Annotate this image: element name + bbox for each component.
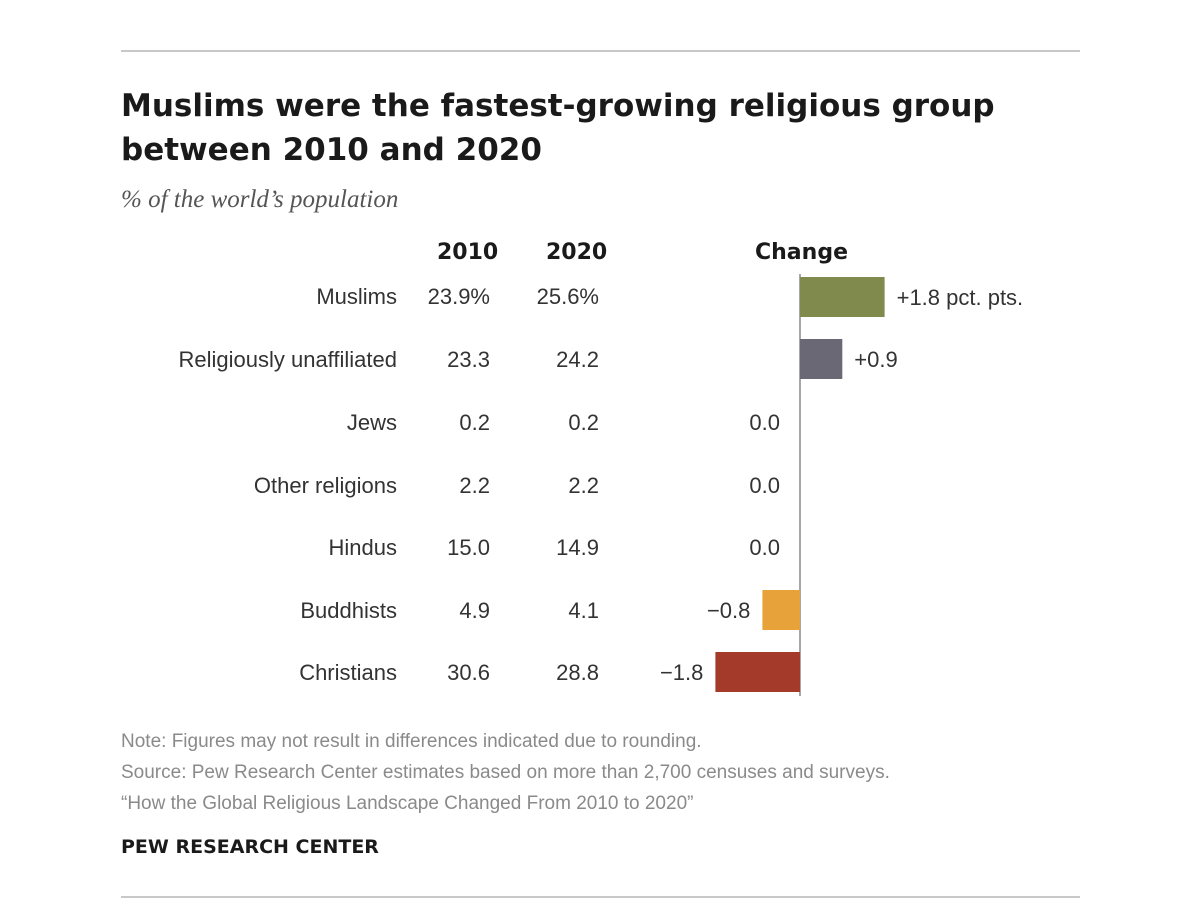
change-label-christians: −1.8 [660, 660, 703, 685]
change-label-other-religions: 0.0 [749, 473, 780, 498]
row-label-muslims: Muslims [316, 284, 397, 309]
value-2010-christians: 30.6 [447, 660, 490, 685]
row-label-buddhists: Buddhists [300, 598, 397, 623]
pew-research-center-logo-text: PEW RESEARCH CENTER [121, 836, 379, 858]
change-label-jews: 0.0 [749, 410, 780, 435]
value-2020-religiously-unaffiliated: 24.2 [556, 347, 599, 372]
footnote-source: Source: Pew Research Center estimates ba… [121, 762, 890, 783]
row-label-other-religions: Other religions [253, 473, 397, 498]
row-label-religiously-unaffiliated: Religiously unaffiliated [178, 347, 397, 372]
change-label-religiously-unaffiliated: +0.9 [854, 347, 897, 372]
change-label-buddhists: −0.8 [707, 598, 750, 623]
change-bar-religiously-unaffiliated [800, 339, 843, 379]
value-2010-muslims: 23.9% [427, 284, 490, 309]
change-bar-christians [715, 652, 800, 692]
footnote-note: Note: Figures may not result in differen… [121, 731, 702, 752]
column-header-2020: 2020 [546, 240, 608, 265]
change-label-hindus: 0.0 [749, 535, 780, 560]
row-label-hindus: Hindus [328, 535, 397, 560]
change-bar-buddhists [762, 590, 800, 630]
column-header-change: Change [755, 240, 848, 265]
value-2020-muslims: 25.6% [536, 284, 599, 309]
value-2020-christians: 28.8 [556, 660, 599, 685]
change-bar-muslims [800, 277, 885, 317]
value-2010-other-religions: 2.2 [459, 473, 490, 498]
column-header-2010: 2010 [437, 240, 499, 265]
bottom-divider [121, 896, 1080, 898]
value-2010-jews: 0.2 [459, 410, 490, 435]
value-2020-jews: 0.2 [568, 410, 599, 435]
value-2020-other-religions: 2.2 [568, 473, 599, 498]
footnote-report-title: “How the Global Religious Landscape Chan… [121, 793, 694, 814]
top-divider [121, 50, 1080, 52]
value-2020-hindus: 14.9 [556, 535, 599, 560]
row-label-christians: Christians [299, 660, 397, 685]
change-label-muslims: +1.8 pct. pts. [897, 285, 1024, 310]
value-2020-buddhists: 4.1 [568, 598, 599, 623]
value-2010-religiously-unaffiliated: 23.3 [447, 347, 490, 372]
chart-subtitle: % of the world’s population [121, 186, 399, 213]
value-2010-buddhists: 4.9 [459, 598, 490, 623]
value-2010-hindus: 15.0 [447, 535, 490, 560]
row-label-jews: Jews [346, 410, 397, 435]
chart-title: Muslims were the fastest-growing religio… [121, 88, 995, 168]
